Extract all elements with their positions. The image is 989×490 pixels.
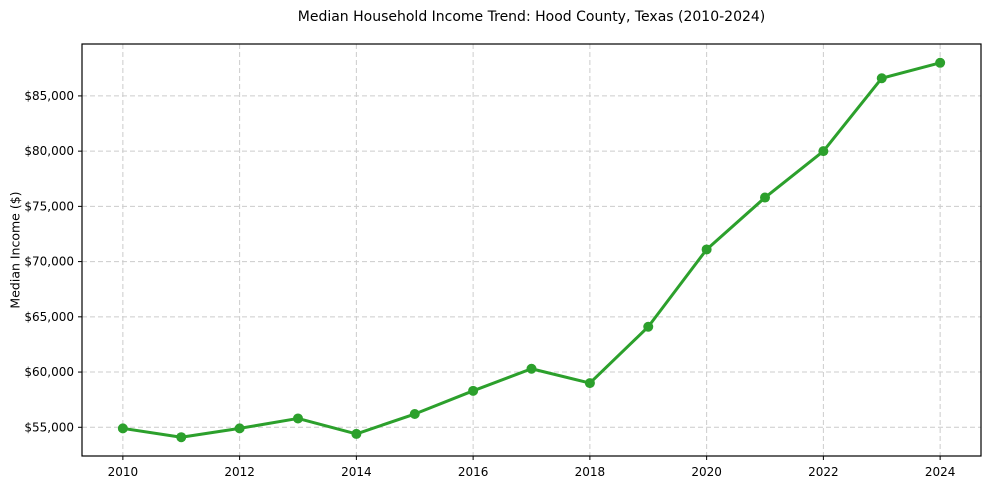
data-point-2010 [117,423,128,434]
y-tick-label: $85,000 [24,89,74,103]
x-tick-label: 2018 [575,465,606,479]
data-point-2011 [176,432,187,443]
data-point-2016 [468,385,479,396]
data-point-2023 [876,73,887,84]
data-point-2014 [351,428,362,439]
income-trend-line [121,61,942,439]
x-tick-label: 2010 [108,465,139,479]
x-tick-label: 2024 [925,465,956,479]
x-tick-label: 2012 [224,465,255,479]
y-tick-label: $65,000 [24,310,74,324]
y-tick-label: $80,000 [24,144,74,158]
data-point-2012 [234,423,245,434]
data-point-2020 [701,244,712,255]
chart-title: Median Household Income Trend: Hood Coun… [297,9,766,25]
x-tick-label: 2020 [691,465,722,479]
data-point-2018 [584,378,595,389]
data-point-2019 [643,321,654,332]
data-point-2013 [292,413,303,424]
data-point-2015 [409,409,420,420]
x-tick-label: 2014 [341,465,372,479]
y-tick-label: $75,000 [24,199,74,213]
data-point-2021 [760,192,771,203]
x-tick-label: 2022 [808,465,839,479]
data-point-2022 [818,146,829,157]
y-tick-label: $70,000 [24,255,74,269]
x-tick-label: 2016 [458,465,489,479]
y-tick-label: $55,000 [24,420,74,434]
y-tick-label: $60,000 [24,365,74,379]
data-point-2017 [526,363,537,374]
plot-border [81,43,982,457]
data-point-2024 [935,57,946,68]
